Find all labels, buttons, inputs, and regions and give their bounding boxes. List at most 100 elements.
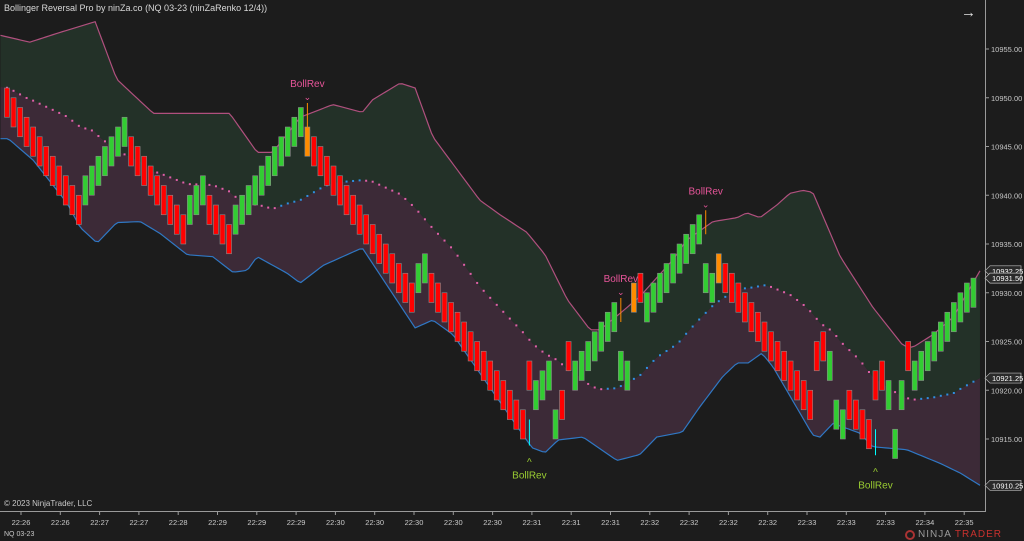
bullish-candle xyxy=(239,194,245,225)
time-tick-label: 22:32 xyxy=(719,518,738,527)
middle-band-dot xyxy=(267,206,270,209)
price-tick-label: 10955.00 xyxy=(991,45,1022,54)
time-tick-label: 22:33 xyxy=(876,518,895,527)
bearish-candle xyxy=(742,292,748,323)
bearish-candle xyxy=(474,341,480,372)
bollinger-bands xyxy=(0,20,981,486)
logo-text-trader: TRADER xyxy=(954,529,1003,540)
middle-band-dot xyxy=(391,189,394,192)
bullish-candle xyxy=(422,253,428,284)
bearish-candle xyxy=(859,409,866,440)
middle-band-dot xyxy=(188,183,191,186)
bullish-candle xyxy=(840,409,846,440)
price-axis[interactable]: 10955.00 10950.00 10945.00 10940.00 10935.00… xyxy=(984,45,1023,491)
middle-band-dot xyxy=(946,393,949,396)
bullish-candle xyxy=(245,185,252,216)
bearish-candle xyxy=(304,126,311,157)
bearish-candle xyxy=(774,341,781,372)
bullish-candle xyxy=(298,107,304,138)
middle-band-dot xyxy=(698,318,701,321)
price-marker-last-price xyxy=(984,272,1022,284)
bearish-candle xyxy=(800,380,807,411)
middle-band-dot xyxy=(286,202,289,205)
bullish-candle xyxy=(598,321,605,352)
middle-band-dot xyxy=(606,387,609,390)
middle-band-dot xyxy=(508,317,511,320)
middle-band-dot xyxy=(913,398,916,401)
middle-band-dot xyxy=(365,179,368,182)
bearish-candle xyxy=(317,146,324,177)
middle-band-dot xyxy=(619,385,622,388)
bearish-candle xyxy=(363,214,369,245)
middle-band-dot xyxy=(717,300,720,303)
bullish-candle xyxy=(552,409,559,440)
bearish-candle xyxy=(781,350,787,381)
bearish-candle xyxy=(17,107,23,138)
middle-band-dot xyxy=(515,324,518,327)
middle-band-dot xyxy=(77,124,80,127)
middle-band-dot xyxy=(352,179,355,182)
middle-band-dot xyxy=(456,254,459,257)
bearish-candle xyxy=(735,282,742,313)
bearish-candle xyxy=(30,126,36,157)
middle-band-dot xyxy=(743,287,746,290)
bearish-candle xyxy=(36,136,43,167)
middle-band-dot xyxy=(476,281,479,284)
middle-band-dot xyxy=(632,377,635,380)
middle-band-dot xyxy=(789,294,792,297)
middle-band-dot xyxy=(822,324,825,327)
bullish-candle xyxy=(937,321,944,352)
price-tick-label: 10940.00 xyxy=(991,191,1022,200)
bullish-candle xyxy=(670,253,676,284)
middle-band-dot xyxy=(45,105,48,108)
time-tick-label: 22:30 xyxy=(405,518,424,527)
bearish-candle xyxy=(206,194,213,225)
bearish-candle xyxy=(441,292,448,323)
bullish-candle xyxy=(951,302,957,333)
bearish-candle xyxy=(500,380,507,411)
bullish-candle xyxy=(931,331,938,362)
time-tick-label: 22:28 xyxy=(169,518,188,527)
bearish-candle xyxy=(787,360,794,391)
bullish-candle xyxy=(291,116,298,147)
bearish-candle xyxy=(565,341,572,372)
middle-band-dot xyxy=(972,380,975,383)
bullish-candle xyxy=(265,155,272,186)
bearish-candle xyxy=(454,311,461,342)
middle-band-dot xyxy=(443,239,446,242)
time-axis[interactable]: 22:26 22:26 22:27 22:27 22:28 22:29 22:29 22:29… xyxy=(12,511,974,527)
bullish-candle xyxy=(833,399,840,430)
middle-band-dot xyxy=(97,135,100,138)
bearish-candle xyxy=(866,419,872,450)
middle-band-dot xyxy=(19,93,22,96)
bullish-candle xyxy=(683,233,689,264)
arrow-right-icon[interactable]: → xyxy=(961,4,976,21)
middle-band-dot xyxy=(750,286,753,289)
bullish-candle xyxy=(200,175,206,206)
time-tick-label: 22:30 xyxy=(444,518,463,527)
bearish-candle xyxy=(507,389,513,420)
time-tick-label: 22:32 xyxy=(680,518,699,527)
ninjatrader-logo: NINJA TRADER xyxy=(905,529,1002,540)
bullish-candle xyxy=(591,331,598,362)
bullish-candle xyxy=(970,277,977,308)
middle-band-dot xyxy=(920,397,923,400)
middle-band-dot xyxy=(410,203,413,206)
middle-band-dot xyxy=(495,303,498,306)
bearish-candle xyxy=(448,302,454,333)
middle-band-dot xyxy=(645,366,648,369)
middle-band-dot xyxy=(854,355,857,358)
middle-band-dot xyxy=(221,187,224,190)
bullish-candle xyxy=(676,243,683,274)
bullish-candle xyxy=(892,428,898,459)
bearish-candle xyxy=(480,350,487,381)
bullish-candle xyxy=(957,292,964,323)
middle-band-dot xyxy=(234,195,237,198)
time-tick-label: 22:35 xyxy=(955,518,974,527)
bearish-candle xyxy=(722,263,729,294)
bearish-candle xyxy=(820,331,827,362)
middle-band-dot xyxy=(417,210,420,213)
middle-band-dot xyxy=(756,285,759,288)
bearish-candle xyxy=(43,146,49,177)
